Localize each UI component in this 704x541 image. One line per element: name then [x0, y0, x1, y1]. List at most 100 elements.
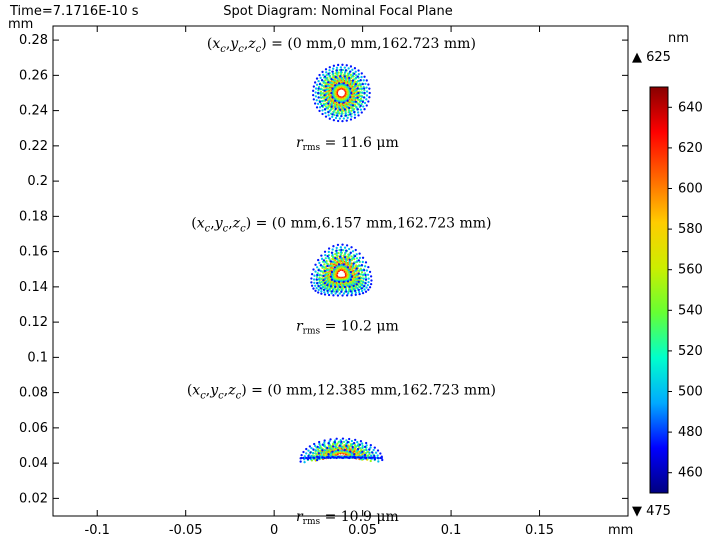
spot-point	[330, 103, 333, 107]
spot-point	[358, 443, 362, 446]
spot-point	[319, 264, 323, 267]
spot-point	[335, 249, 338, 252]
spot-point	[323, 263, 326, 266]
spot-point	[321, 449, 324, 452]
spot-point	[340, 112, 343, 116]
spot-point	[343, 285, 347, 289]
spot-point	[323, 456, 326, 460]
spot-point	[354, 456, 357, 460]
spot-point	[336, 243, 340, 247]
spot-point	[357, 272, 360, 275]
spot-point	[356, 108, 359, 111]
spot-point	[353, 277, 356, 281]
spot-point	[356, 94, 360, 97]
spot-point	[330, 292, 333, 295]
spot-point	[340, 257, 343, 260]
spot-point	[363, 96, 366, 99]
spot-point	[330, 78, 333, 81]
spot-point	[319, 76, 322, 79]
spot-point	[363, 445, 367, 449]
spot-point	[330, 264, 333, 267]
spot-point	[309, 451, 312, 454]
spot-point	[300, 456, 303, 460]
spot-point	[344, 77, 347, 80]
spot-point	[345, 64, 348, 67]
spot-point	[310, 446, 313, 450]
spot-point	[328, 264, 331, 267]
spot-point	[353, 72, 356, 75]
spot-point	[310, 273, 314, 276]
spot-point	[324, 115, 328, 118]
spot-point	[362, 281, 365, 284]
spot-point	[357, 69, 360, 72]
spot-point	[357, 91, 360, 95]
spot-point	[335, 456, 338, 460]
spot-point	[325, 262, 328, 265]
spot-point	[321, 270, 324, 273]
spot-point	[333, 88, 336, 91]
spot-point	[318, 442, 321, 446]
spot-point	[325, 451, 328, 454]
spot-point	[329, 76, 332, 79]
spot-point	[316, 282, 319, 285]
spot-point	[337, 71, 340, 74]
spot-point	[324, 79, 327, 82]
spot-point	[357, 84, 360, 87]
spot-point	[348, 106, 351, 110]
spot-point	[340, 68, 343, 71]
spot-point	[325, 269, 328, 272]
spot-point	[351, 250, 355, 253]
spot-point	[352, 262, 355, 265]
spot-point	[327, 81, 330, 84]
spot-point	[348, 456, 351, 460]
spot-point	[374, 451, 378, 454]
spot-point	[342, 117, 345, 120]
spot-point	[341, 456, 345, 460]
y-tick-label: 0.06	[19, 421, 48, 436]
spot-point	[321, 92, 324, 95]
spot-point	[365, 448, 368, 452]
spot-point	[346, 99, 349, 102]
spot-point	[326, 449, 329, 452]
spot-point	[323, 75, 327, 78]
spot-point	[330, 84, 333, 88]
spot-point	[320, 454, 324, 457]
spot-point	[318, 274, 321, 277]
spot-point	[327, 441, 330, 445]
spot-point	[354, 438, 357, 442]
spot-point	[323, 250, 327, 253]
spot-point	[302, 450, 305, 454]
spot-point	[332, 273, 336, 276]
colorbar-tick-label: 620	[678, 141, 703, 156]
spot-point	[333, 456, 336, 459]
spot-point	[315, 278, 318, 281]
y-tick-label: 0.1	[27, 350, 48, 365]
spot-point	[329, 438, 332, 441]
spot-point	[343, 108, 346, 111]
spot-point	[342, 292, 346, 295]
spot-point	[376, 449, 380, 452]
spot-point	[361, 442, 364, 445]
spot-point	[359, 99, 363, 102]
spot-point	[323, 439, 326, 442]
spot-point	[351, 282, 355, 285]
spot-point	[329, 285, 333, 288]
spot-point	[342, 82, 345, 85]
spot-point	[327, 100, 330, 104]
y-tick-label: 0.08	[19, 386, 48, 401]
spot-point	[373, 454, 376, 457]
spot-point	[334, 256, 337, 260]
spot-point	[333, 104, 337, 107]
spot-point	[325, 106, 328, 110]
spot-point	[342, 265, 345, 268]
spot-point	[324, 68, 328, 71]
spot-point	[325, 83, 329, 86]
spot-point	[329, 275, 333, 278]
spot-point	[324, 267, 328, 270]
spot-point	[320, 78, 324, 82]
spot-point	[328, 87, 331, 91]
spot-point	[334, 116, 338, 120]
spot-point	[324, 102, 328, 106]
spot-point	[354, 74, 358, 77]
spot-point	[358, 269, 361, 272]
